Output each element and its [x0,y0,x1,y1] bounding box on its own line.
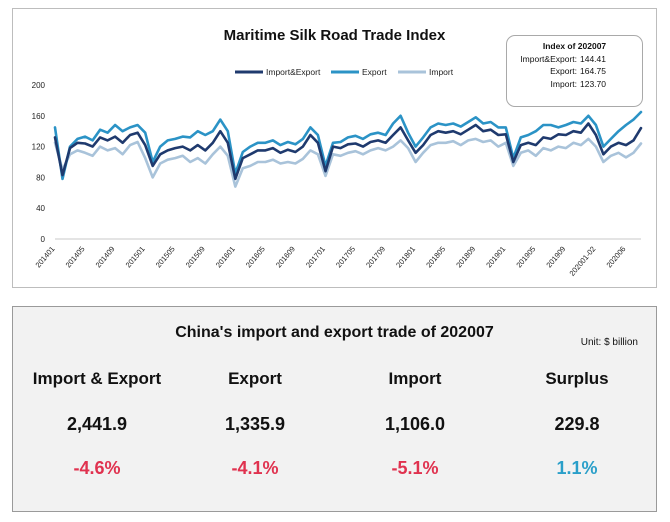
callout-value: 164.75 [580,66,606,76]
column-header: Import & Export [32,369,162,388]
x-tick-label: 201901 [484,245,507,270]
column-value: 1,106.0 [384,414,446,434]
x-tick-label: 201809 [454,245,477,270]
column-surplus: Surplus 229.8 1.1% [497,369,657,480]
x-tick-label: 201409 [94,245,117,270]
legend-label: Import [429,67,454,77]
column-value: 2,441.9 [66,414,128,434]
y-tick-label: 120 [32,143,46,152]
series-line-export [53,110,643,181]
callout-row-import-export: Import&Export: 144.41 [515,53,634,66]
column-change: -5.1% [391,458,439,478]
x-tick-label: 201709 [364,245,387,270]
chart-title: Maritime Silk Road Trade Index [223,27,446,44]
x-tick-label: 202001-02 [568,245,598,278]
callout-row-import: Import: 123.70 [515,78,634,91]
x-tick-label: 201909 [544,245,567,270]
y-tick-label: 160 [32,112,46,121]
x-tick-label: 201705 [334,245,357,270]
index-callout: Index of 202007 Import&Export: 144.41 Ex… [506,35,643,107]
callout-label: Export: [550,66,577,76]
column-change: -4.1% [231,458,279,478]
x-tick-label: 201905 [514,245,537,270]
callout-label: Import&Export: [520,53,577,64]
callout-row-export: Export: 164.75 [515,65,634,78]
column-import: Import 1,106.0 -5.1% [335,369,495,480]
x-tick-label: 201401 [34,245,57,270]
series-line-import-export [53,122,643,181]
x-tick-label: 201601 [214,245,237,270]
callout-value: 123.70 [580,78,606,89]
x-tick-label: 201701 [304,245,327,270]
column-value: 1,335.9 [224,414,286,434]
x-tick-label: 202006 [605,245,628,270]
chart-panel: 0 40 80 120 160 200 201401 201405 201409 201501 20… [12,8,657,288]
x-tick-label: 201505 [154,245,177,270]
table-title: China's import and export trade of 20200… [175,324,494,341]
column-header: Export [228,369,282,388]
x-tick-label: 201405 [64,245,87,270]
callout-label: Import: [550,78,577,89]
y-tick-label: 80 [36,173,45,182]
x-tick-label: 201609 [274,245,297,270]
series-line-import [53,137,643,188]
x-tick-label: 201805 [424,245,447,270]
column-value: 229.8 [554,414,600,434]
x-tick-label: 201509 [184,245,207,270]
column-header: Surplus [545,369,609,388]
trade-summary-panel: China's import and export trade of 20200… [12,306,657,512]
y-tick-label: 200 [32,81,46,90]
y-tick-label: 0 [41,235,46,244]
column-change: -4.6% [73,458,121,478]
column-change: 1.1% [556,458,598,478]
unit-label: Unit: $ billion [580,337,638,348]
legend-label: Export [362,67,387,77]
x-tick-label: 201605 [244,245,267,270]
callout-title: Index of 202007 [542,41,607,51]
legend-label: Import&Export [266,67,321,77]
y-tick-label: 40 [36,204,45,213]
trade-index-chart: 0 40 80 120 160 200 201401 201405 201409 201501 20… [32,67,643,278]
x-tick-label: 201501 [124,245,147,270]
column-import-export: Import & Export 2,441.9 -4.6% [17,369,177,480]
callout-value: 144.41 [580,53,606,64]
column-header: Import [388,369,442,388]
column-export: Export 1,335.9 -4.1% [175,369,335,480]
x-tick-label: 201801 [394,245,417,270]
